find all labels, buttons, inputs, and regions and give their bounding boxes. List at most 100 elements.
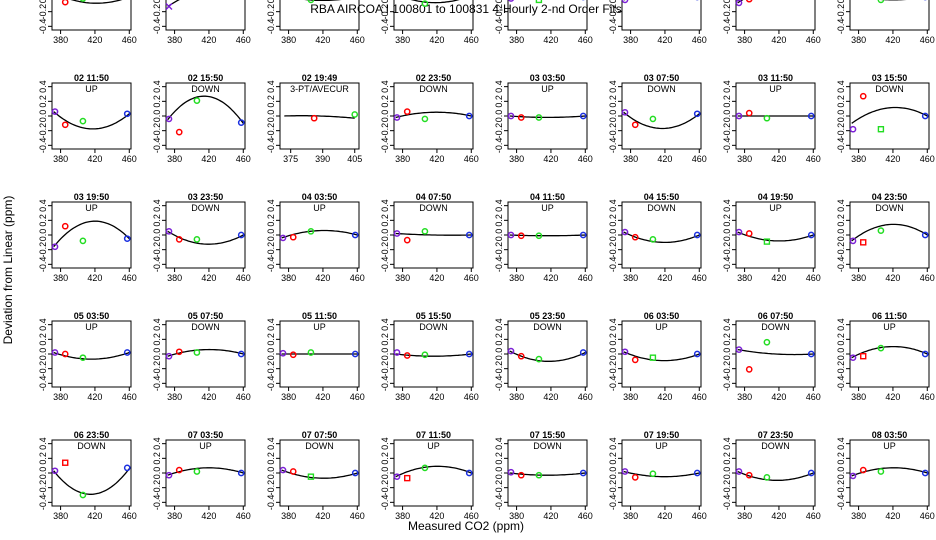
data-point bbox=[61, 121, 69, 129]
data-point bbox=[877, 344, 885, 352]
y-tick-label: -0.2 bbox=[494, 242, 504, 258]
y-tick-label: 0.2 bbox=[722, 214, 732, 227]
x-tick-label: 460 bbox=[920, 154, 935, 164]
y-tick-label: -0.4 bbox=[266, 257, 276, 273]
data-point bbox=[393, 114, 401, 121]
data-point bbox=[631, 474, 639, 481]
y-axis-title: Deviation from Linear (ppm) bbox=[1, 196, 15, 345]
data-point bbox=[165, 115, 173, 123]
data-point bbox=[763, 114, 771, 122]
data-point bbox=[465, 350, 473, 358]
y-tick-label: 0.4 bbox=[722, 437, 732, 450]
y-tick-label: 0.4 bbox=[152, 437, 162, 450]
x-tick-label: 460 bbox=[122, 273, 137, 283]
y-tick-label: 0.2 bbox=[38, 95, 48, 108]
y-tick-label: 0.0 bbox=[722, 110, 732, 123]
data-point bbox=[849, 472, 857, 480]
data-point bbox=[535, 232, 543, 240]
panel-direction: UP bbox=[769, 84, 782, 94]
panel-frame bbox=[621, 0, 702, 31]
data-point bbox=[421, 464, 429, 472]
y-tick-label: 0.4 bbox=[380, 437, 390, 450]
y-tick-label: 0.4 bbox=[608, 318, 618, 331]
panel-time: 05 03:50 bbox=[74, 311, 110, 321]
fit-curve bbox=[53, 351, 130, 360]
fit-curve bbox=[395, 353, 472, 357]
y-tick-label: -0.4 bbox=[836, 257, 846, 273]
panel-time: 02 11:50 bbox=[74, 73, 109, 83]
y-tick-label: -0.4 bbox=[152, 19, 162, 35]
data-point bbox=[693, 350, 701, 358]
data-point bbox=[849, 125, 857, 133]
x-tick-label: 380 bbox=[167, 35, 182, 45]
fit-curve bbox=[53, 468, 130, 495]
fit-curve bbox=[623, 231, 700, 244]
y-tick-label: 0.4 bbox=[38, 199, 48, 212]
x-tick-label: 460 bbox=[122, 392, 137, 402]
data-point bbox=[404, 474, 411, 482]
y-tick-label: 0.0 bbox=[152, 229, 162, 242]
panel-time: 03 03:50 bbox=[530, 73, 566, 83]
y-tick-label: -0.2 bbox=[380, 361, 390, 377]
x-tick-label: 380 bbox=[281, 35, 296, 45]
panel-time: 08 03:50 bbox=[872, 430, 908, 440]
panel-frame bbox=[51, 0, 132, 31]
panel-direction: UP bbox=[199, 441, 212, 451]
x-tick-label: 420 bbox=[201, 154, 216, 164]
panel-time: 03 15:50 bbox=[872, 73, 908, 83]
x-tick-label: 460 bbox=[122, 35, 137, 45]
x-tick-label: 460 bbox=[806, 392, 821, 402]
y-tick-label: -0.2 bbox=[380, 123, 390, 139]
y-tick-label: -0.2 bbox=[836, 4, 846, 20]
data-point bbox=[649, 115, 657, 123]
data-point bbox=[631, 233, 639, 241]
fit-curve bbox=[737, 470, 814, 481]
data-point bbox=[649, 236, 657, 243]
y-tick-label: -0.2 bbox=[266, 361, 276, 377]
panel-frame bbox=[393, 0, 474, 31]
y-tick-label: -0.2 bbox=[494, 123, 504, 139]
x-tick-label: 420 bbox=[315, 273, 330, 283]
y-tick-label: 0.2 bbox=[836, 452, 846, 465]
y-tick-label: -0.4 bbox=[836, 138, 846, 154]
data-point bbox=[763, 338, 771, 346]
y-tick-label: -0.2 bbox=[38, 123, 48, 139]
panel-direction: DOWN bbox=[191, 203, 220, 213]
x-tick-label: 420 bbox=[885, 511, 900, 521]
x-tick-label: 420 bbox=[315, 392, 330, 402]
panel-frame bbox=[507, 0, 588, 31]
y-tick-label: 0.2 bbox=[494, 95, 504, 108]
x-tick-label: 380 bbox=[737, 273, 752, 283]
y-tick-label: 0.0 bbox=[380, 348, 390, 361]
data-point bbox=[403, 352, 411, 359]
x-axis-title: Measured CO2 (ppm) bbox=[408, 519, 524, 533]
y-tick-label: 0.2 bbox=[266, 333, 276, 346]
x-tick-label: 460 bbox=[464, 35, 479, 45]
y-tick-label: 0.0 bbox=[38, 348, 48, 361]
x-tick-label: 380 bbox=[851, 35, 866, 45]
panel-direction: DOWN bbox=[533, 441, 562, 451]
x-tick-label: 380 bbox=[851, 392, 866, 402]
y-tick-label: 0.2 bbox=[152, 333, 162, 346]
data-point bbox=[579, 112, 587, 120]
data-point bbox=[165, 352, 173, 360]
x-tick-label: 460 bbox=[350, 511, 365, 521]
x-tick-label: 420 bbox=[429, 35, 444, 45]
fit-curve bbox=[395, 465, 472, 478]
y-tick-label: 0.0 bbox=[608, 110, 618, 123]
data-point bbox=[763, 238, 771, 245]
x-tick-label: 380 bbox=[167, 154, 182, 164]
fit-curve bbox=[623, 111, 700, 130]
data-point bbox=[193, 236, 201, 243]
x-tick-label: 380 bbox=[395, 273, 410, 283]
